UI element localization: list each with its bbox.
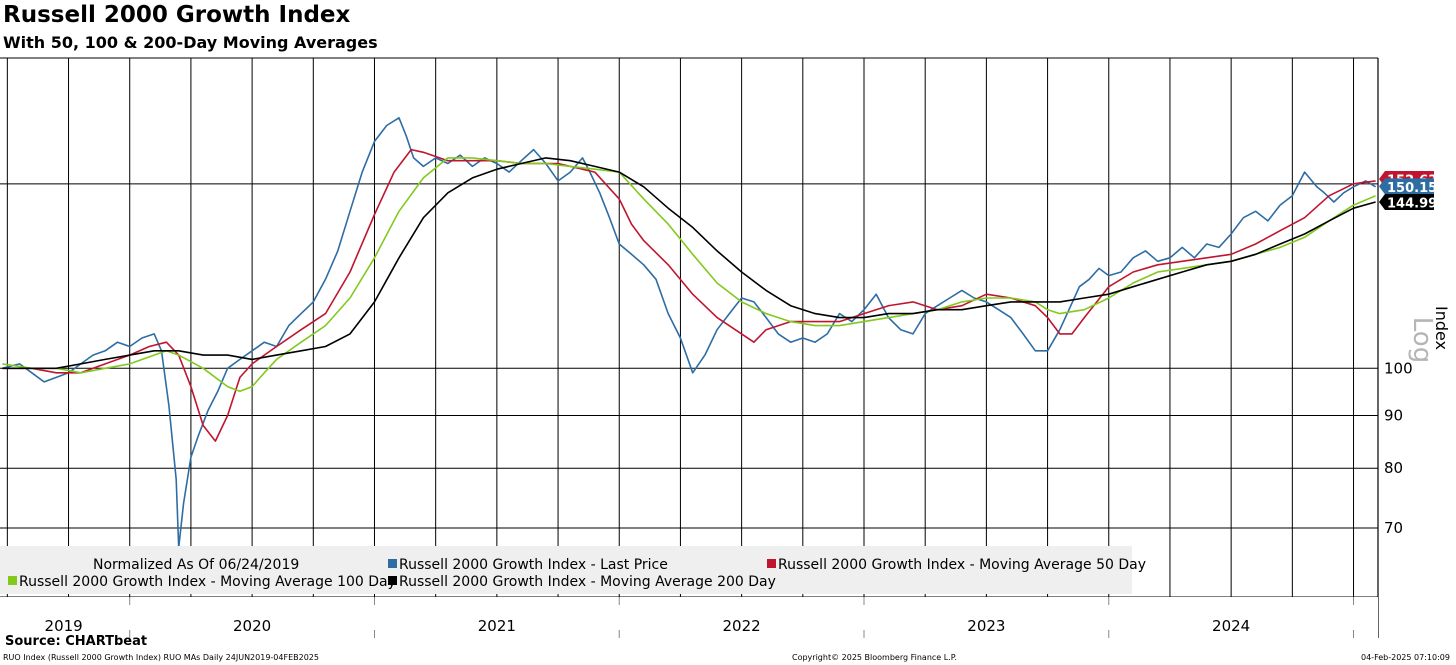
y-tick-label: 100: [1384, 359, 1413, 377]
normalized-note: Normalized As Of 06/24/2019: [93, 557, 299, 573]
chart-title: Russell 2000 Growth Index: [3, 2, 351, 28]
series-line: [2, 157, 1376, 393]
y-tick-label: 80: [1384, 459, 1403, 477]
y-axis-label: Index: [1432, 306, 1451, 350]
x-tick-label: 2024: [1212, 617, 1250, 635]
last-value-tag: [1379, 193, 1434, 210]
series-line: [2, 117, 1377, 549]
legend-entry: Russell 2000 Growth Index - Last Price: [399, 557, 668, 573]
y-tick-label: 90: [1384, 406, 1403, 424]
y-tick-label: 70: [1384, 519, 1403, 537]
x-axis-band: [0, 597, 1378, 638]
x-tick-label: 2023: [967, 617, 1005, 635]
chart: 2019 2020 2021 2022 2023 2024 70 80 90 100 IndexLo…: [0, 57, 1451, 638]
last-value-label: 150.15: [1387, 181, 1437, 196]
x-tick-label: 2019: [45, 617, 83, 635]
legend-entry: Russell 2000 Growth Index - Moving Avera…: [778, 557, 1146, 573]
log-scale-label: Log: [1407, 317, 1437, 363]
copyright-note: Copyright© 2025 Bloomberg Finance L.P.: [792, 653, 957, 662]
legend-entry: Russell 2000 Growth Index - Moving Avera…: [399, 574, 776, 590]
source-note: Source: CHARTbeat: [5, 634, 148, 649]
legend-box: [0, 546, 1132, 594]
chart-subtitle: With 50, 100 & 200-Day Moving Averages: [3, 33, 378, 52]
last-value-label: 144.99: [1387, 196, 1437, 211]
timestamp-note: 04-Feb-2025 07:10:09: [1361, 653, 1450, 662]
x-tick-label: 2022: [723, 617, 761, 635]
series-line: [2, 148, 1376, 442]
legend-entry: Russell 2000 Growth Index - Moving Avera…: [19, 574, 396, 590]
x-tick-label: 2020: [233, 617, 271, 635]
legend-swatch: [388, 559, 397, 568]
footer-index-note: RUO Index (Russell 2000 Growth Index) RU…: [3, 653, 319, 662]
plot-area: [0, 58, 1378, 597]
legend-swatch: [8, 576, 17, 585]
series-line: [2, 157, 1376, 370]
last-value-tag: [1379, 178, 1434, 195]
legend-swatch: [767, 559, 776, 568]
x-tick-label: 2021: [478, 617, 516, 635]
legend-swatch: [388, 576, 397, 585]
